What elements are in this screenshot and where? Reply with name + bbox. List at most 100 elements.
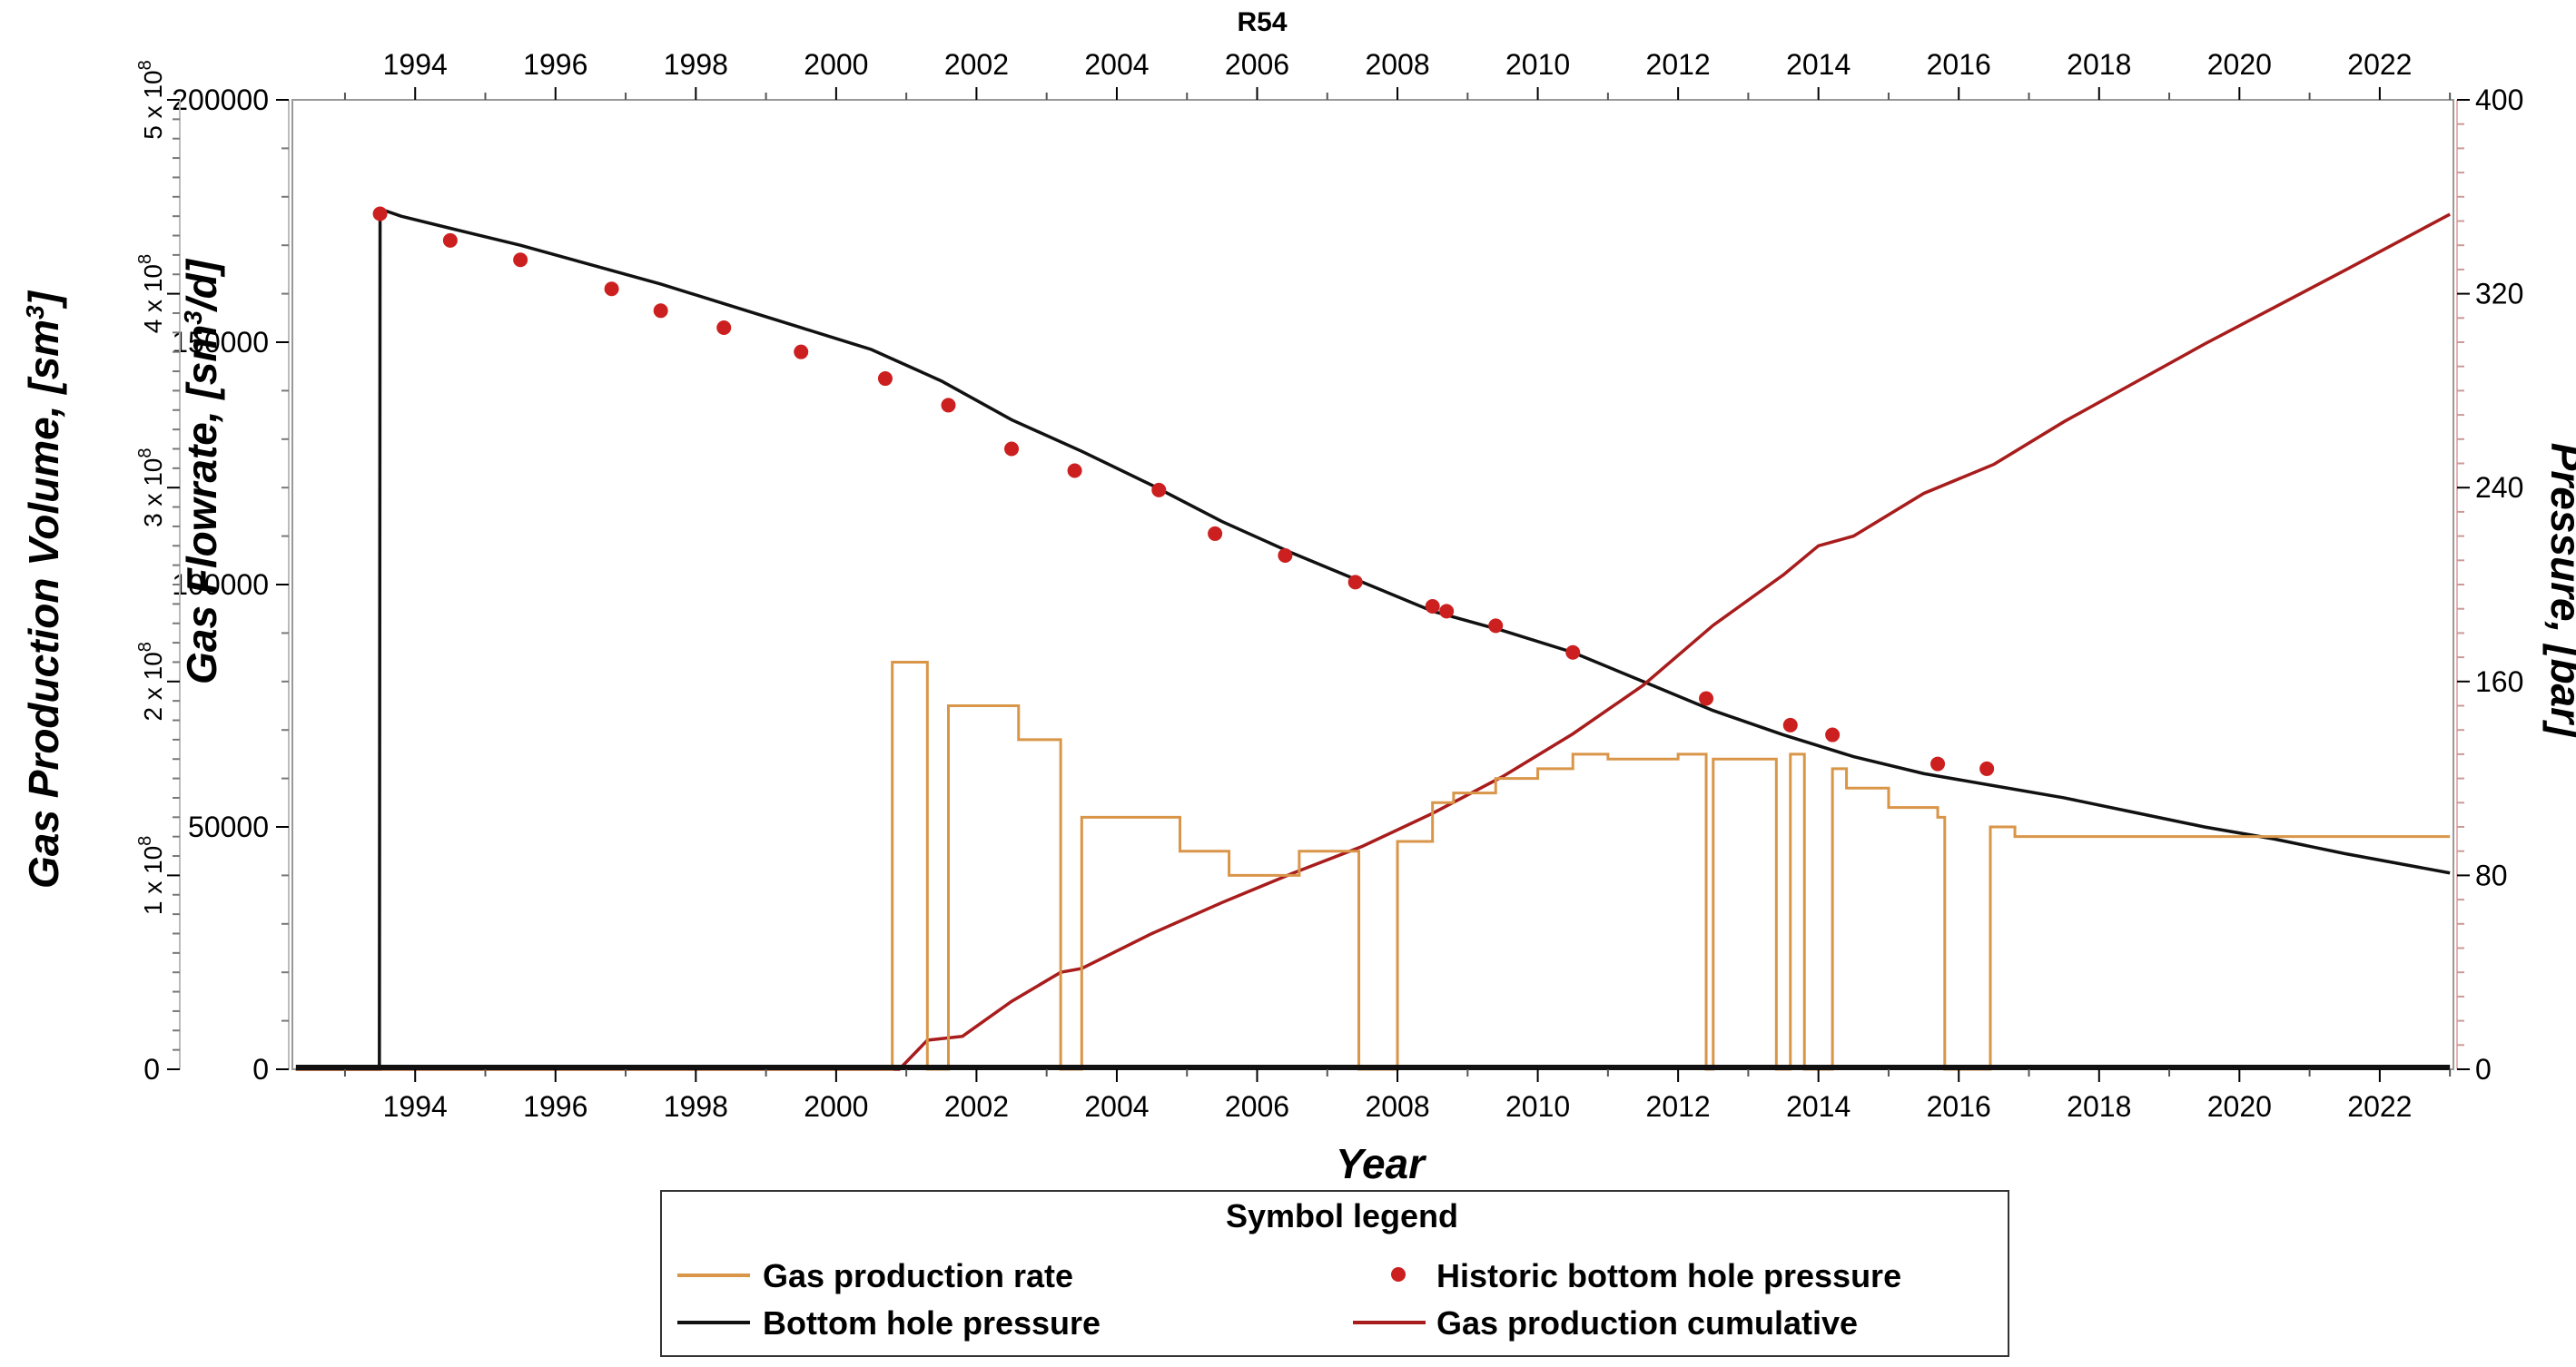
legend: Symbol legend Gas production rate Histor… (660, 1190, 2009, 1357)
bottom-hole-pressure-line (295, 206, 2451, 1071)
chart-title: R54 (1237, 7, 1287, 37)
x-tick-label-bottom-1998: 1998 (664, 1090, 728, 1123)
historic-bhp-point (941, 398, 956, 413)
volume-tick-label-4: 4 x 108 (135, 254, 167, 333)
volume-tick-text-3: 3 x 108 (135, 447, 167, 526)
volume-tick-mantissa: 5 x 10 (139, 70, 167, 139)
legend-title: Symbol legend (1226, 1197, 1458, 1234)
x-tick-label-top-1996: 1996 (523, 48, 587, 81)
historic-bhp-point (1278, 547, 1293, 563)
x-tick-label-bottom-2020: 2020 (2207, 1090, 2272, 1123)
legend-label-gas-rate: Gas production rate (763, 1257, 1073, 1294)
volume-tick-label-2: 2 x 108 (135, 642, 167, 721)
plot-frame (291, 99, 2454, 1070)
flowrate-tick-label-0: 0 (252, 1053, 269, 1086)
historic-bhp-point (1067, 463, 1082, 478)
x-tick-label-bottom-2010: 2010 (1505, 1090, 1570, 1123)
historic-bhp-point (1782, 717, 1798, 733)
x-tick-label-top-2020: 2020 (2207, 48, 2272, 81)
legend-swatch-historic-bhp (1391, 1267, 1406, 1282)
volume-axis-label-close: ] (20, 290, 67, 309)
volume-tick-exponent: 8 (135, 60, 155, 70)
historic-bhp-point (604, 281, 619, 297)
volume-tick-label-5: 5 x 108 (135, 60, 167, 139)
historic-bhp-point (372, 206, 388, 221)
volume-tick-label-3: 3 x 108 (135, 447, 167, 526)
volume-tick-exponent: 8 (135, 836, 155, 846)
x-tick-label-bottom-2002: 2002 (944, 1090, 1009, 1123)
x-tick-label-bottom-1994: 1994 (383, 1090, 448, 1123)
historic-bhp-point (1699, 691, 1714, 706)
pressure-tick-label-320: 320 (2475, 278, 2523, 310)
volume-axis-label: Gas Production Volume, [sm3] (20, 290, 67, 889)
flowrate-axis-label-text: Gas Flowrate, [sm (178, 325, 225, 684)
historic-bhp-point (1825, 727, 1841, 743)
pressure-tick-label-80: 80 (2475, 859, 2508, 891)
flowrate-axis-label-close: /d] (178, 258, 225, 312)
pressure-axis-label: Pressure, [bar] (2542, 443, 2576, 739)
x-tick-label-top-2016: 2016 (1927, 48, 1991, 81)
legend-label-bhp: Bottom hole pressure (763, 1304, 1100, 1342)
x-tick-label-bottom-2014: 2014 (1786, 1090, 1851, 1123)
legend-box (660, 1190, 2009, 1357)
x-tick-label-top-2008: 2008 (1365, 48, 1429, 81)
x-tick-label-top-2018: 2018 (2067, 48, 2131, 81)
gas-production-rate-line (295, 660, 2451, 1071)
volume-tick-exponent: 8 (135, 254, 155, 264)
volume-tick-label-0: 0 (143, 1053, 160, 1086)
pressure-tick-label-0: 0 (2475, 1053, 2492, 1086)
x-tick-label-top-2010: 2010 (1505, 48, 1570, 81)
flowrate-axis-label: Gas Flowrate, [sm3/d] (178, 258, 225, 684)
historic-bhp-point (442, 232, 458, 248)
historic-bhp-point (1439, 604, 1455, 619)
x-tick-label-bottom-2004: 2004 (1084, 1090, 1149, 1123)
volume-tick-text-4: 4 x 108 (135, 254, 167, 333)
axes-layer: 1994 1994 1996 1996 1998 1998 2000 2000 2002 2002… (135, 48, 2523, 1123)
x-tick-label-top-2014: 2014 (1786, 48, 1851, 81)
x-tick-label-bottom-2012: 2012 (1646, 1090, 1711, 1123)
historic-bhp-point (877, 371, 893, 387)
volume-axis-label-text: Gas Production Volume, [sm (20, 320, 67, 889)
x-tick-label-top-2002: 2002 (944, 48, 1009, 81)
x-axis-label: Year (1336, 1140, 1426, 1187)
x-tick-label-top-2000: 2000 (804, 48, 868, 81)
historic-bhp-point (1208, 526, 1223, 541)
historic-bhp-point (513, 252, 528, 268)
flowrate-tick-label-150000: 150000 (172, 326, 269, 359)
x-tick-label-bottom-2018: 2018 (2067, 1090, 2131, 1123)
volume-axis-label-exponent: 3 (21, 305, 49, 320)
legend-label-historic-bhp: Historic bottom hole pressure (1436, 1257, 1901, 1294)
x-tick-label-top-1994: 1994 (383, 48, 448, 81)
historic-bhp-point (1347, 575, 1363, 590)
volume-tick-text-1: 1 x 108 (135, 836, 167, 915)
volume-tick-mantissa: 4 x 10 (139, 264, 167, 333)
volume-tick-label-1: 1 x 108 (135, 836, 167, 915)
historic-bottom-hole-pressure-markers (372, 206, 1995, 776)
pressure-tick-label-240: 240 (2475, 471, 2523, 504)
volume-tick-mantissa: 2 x 10 (139, 652, 167, 721)
historic-bhp-point (794, 344, 809, 359)
volume-tick-exponent: 8 (135, 447, 155, 457)
x-tick-label-bottom-2022: 2022 (2347, 1090, 2412, 1123)
x-tick-label-top-2006: 2006 (1225, 48, 1289, 81)
x-tick-label-top-2012: 2012 (1646, 48, 1711, 81)
x-tick-label-bottom-2006: 2006 (1225, 1090, 1289, 1123)
historic-bhp-point (1930, 756, 1946, 772)
historic-bhp-point (1151, 482, 1167, 497)
x-tick-label-top-2004: 2004 (1084, 48, 1149, 81)
volume-tick-text-5: 5 x 108 (135, 60, 167, 139)
x-tick-label-top-1998: 1998 (664, 48, 728, 81)
flowrate-axis-label-exponent: 3 (179, 310, 207, 325)
x-tick-label-bottom-1996: 1996 (523, 1090, 587, 1123)
volume-tick-mantissa: 3 x 10 (139, 458, 167, 527)
historic-bhp-point (716, 320, 732, 335)
historic-bhp-point (1425, 599, 1440, 615)
volume-tick-exponent: 8 (135, 642, 155, 652)
pressure-tick-label-400: 400 (2475, 84, 2523, 116)
legend-label-cumulative: Gas production cumulative (1436, 1304, 1858, 1342)
flowrate-tick-label-200000: 200000 (172, 84, 269, 116)
pressure-tick-label-160: 160 (2475, 665, 2523, 698)
flowrate-tick-label-100000: 100000 (172, 568, 269, 601)
historic-bhp-point (1004, 441, 1020, 457)
